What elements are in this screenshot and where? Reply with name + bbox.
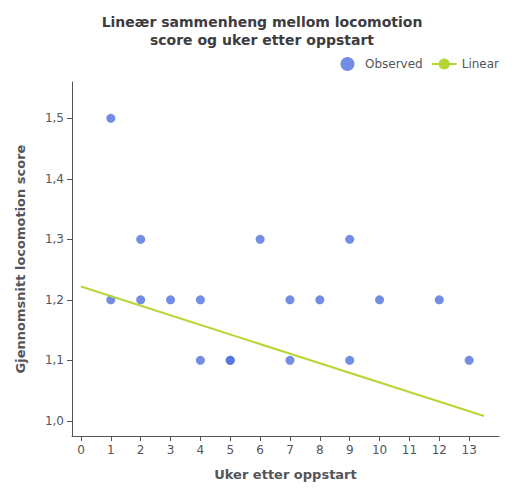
svg-text:1,4: 1,4: [45, 172, 64, 186]
svg-text:score og uker etter oppstart: score og uker etter oppstart: [150, 32, 374, 48]
svg-text:1,2: 1,2: [45, 293, 64, 307]
svg-text:Observed: Observed: [365, 57, 423, 71]
svg-text:Lineær sammenheng mellom locom: Lineær sammenheng mellom locomotion: [102, 14, 423, 30]
svg-text:1: 1: [107, 443, 115, 457]
svg-text:1,0: 1,0: [45, 414, 64, 428]
svg-text:7: 7: [286, 443, 294, 457]
svg-text:12: 12: [432, 443, 447, 457]
svg-text:9: 9: [346, 443, 354, 457]
svg-text:13: 13: [461, 443, 476, 457]
svg-text:0: 0: [77, 443, 85, 457]
svg-text:2: 2: [137, 443, 145, 457]
svg-text:3: 3: [167, 443, 175, 457]
svg-text:8: 8: [316, 443, 324, 457]
svg-text:Gjennomsnitt locomotion score: Gjennomsnitt locomotion score: [13, 144, 28, 373]
svg-text:6: 6: [256, 443, 264, 457]
svg-text:4: 4: [197, 443, 205, 457]
svg-text:5: 5: [226, 443, 234, 457]
svg-text:10: 10: [372, 443, 387, 457]
svg-text:11: 11: [402, 443, 417, 457]
svg-text:1,1: 1,1: [45, 353, 64, 367]
svg-text:Uker etter oppstart: Uker etter oppstart: [214, 467, 357, 482]
svg-text:1,5: 1,5: [45, 111, 64, 125]
svg-text:Linear: Linear: [462, 57, 499, 71]
svg-text:1,3: 1,3: [45, 232, 64, 246]
